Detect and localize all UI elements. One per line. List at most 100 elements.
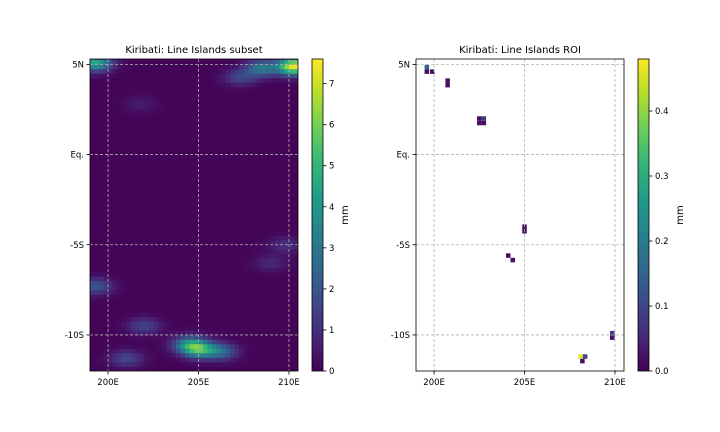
left-heatmap-cell [230,104,235,110]
left-heatmap-cell [166,127,172,133]
left-heatmap-cell [153,249,159,255]
left-heatmap-cell [257,312,263,318]
left-heatmap-cell [135,267,141,273]
left-heatmap-cell [166,316,172,322]
left-heatmap-cell [248,280,254,286]
left-heatmap-cell [252,352,258,358]
left-heatmap-cell [248,307,254,313]
left-heatmap-cell [221,114,226,119]
left-heatmap-cell [162,141,168,146]
left-heatmap-cell [288,190,294,196]
left-heatmap-cell [225,244,231,250]
left-heatmap-cell [153,104,159,110]
left-heatmap-cell [279,95,285,101]
left-heatmap-cell [126,159,131,164]
left-heatmap-cell [293,339,298,345]
left-heatmap-cell [284,334,290,340]
left-heatmap-cell [266,271,272,277]
left-heatmap-cell [230,118,235,124]
left-heatmap-cell [157,294,163,300]
left-heatmap-cell [162,262,168,268]
left-heatmap-cell [112,123,118,128]
left-heatmap-cell [139,159,145,164]
left-heatmap-cell [184,136,190,142]
left-heatmap-cell [121,59,127,65]
left-heatmap-cell [221,361,226,367]
left-heatmap-cell [135,217,141,223]
left-heatmap-cell [126,352,131,358]
left-heatmap-cell [162,68,168,74]
left-heatmap-cell [171,186,177,191]
left-heatmap-cell [207,195,213,200]
left-heatmap-cell [239,294,245,300]
left-heatmap-cell [99,217,104,223]
left-heatmap-cell [108,177,113,182]
left-heatmap-cell [239,59,245,65]
left-heatmap-cell [130,235,136,241]
left-heatmap-cell [212,352,217,358]
left-heatmap-cell [194,195,199,200]
left-heatmap-cell [230,132,235,137]
left-heatmap-cell [248,253,254,259]
left-heatmap-cell [194,267,199,273]
left-x-axis: 200E 205E 210E [97,371,300,388]
left-heatmap-cell [221,141,226,146]
left-heatmap-cell [180,86,186,92]
left-heatmap-cell [194,100,199,106]
left-heatmap-cell [284,141,290,146]
left-heatmap-cell [194,339,199,345]
left-heatmap-cell [225,172,231,178]
left-heatmap-cell [243,271,249,277]
left-heatmap-cell [180,64,186,70]
left-heatmap-cell [194,294,199,300]
left-heatmap-cell [198,240,204,246]
left-heatmap-cell [90,114,95,119]
left-heatmap-cell [194,253,199,259]
left-heatmap-cell [266,303,272,309]
left-heatmap-cell [270,127,276,133]
left-heatmap-cell [239,339,245,345]
left-heatmap-cell [112,150,118,155]
left-heatmap-cell [279,118,285,124]
left-heatmap-cell [135,136,141,142]
left-heatmap-cell [221,95,226,101]
left-heatmap-cell [248,231,254,237]
left-heatmap-cell [266,258,272,264]
left-heatmap-cell [252,204,258,209]
left-heatmap-cell [257,303,263,309]
left-heatmap-cell [212,303,217,309]
left-heatmap-cell [230,226,235,232]
left-heatmap-cell [288,163,294,169]
left-heatmap-cell [270,109,276,115]
left-heatmap-cell [144,127,150,133]
left-heatmap-cell [261,208,267,214]
left-heatmap-cell [153,208,159,214]
left-heatmap-cell [293,258,298,264]
left-heatmap-cell [261,190,267,196]
left-heatmap-cell [112,217,118,223]
left-heatmap-cell [198,294,204,300]
left-heatmap-cell [207,249,213,255]
left-heatmap-cell [261,244,267,250]
left-heatmap-cell [266,339,272,345]
left-heatmap-cell [194,226,199,232]
left-heatmap-cell [257,68,263,74]
left-heatmap-cell [212,181,217,187]
left-heatmap-cell [243,150,249,155]
left-heatmap-cell [139,136,145,142]
left-heatmap-cell [157,204,163,209]
left-heatmap-cell [216,285,222,291]
left-heatmap-cell [126,199,131,205]
left-heatmap-cell [239,244,245,250]
left-heatmap-cell [135,330,141,336]
left-heatmap-cell [126,298,131,304]
left-heatmap-cell [257,352,263,358]
left-heatmap-cell [153,330,159,336]
left-heatmap-cell [279,343,285,349]
left-heatmap-cell [139,249,145,255]
left-heatmap-cell [198,132,204,137]
left-heatmap-cell [90,86,95,92]
right-colorbar-gradient [637,58,650,372]
left-heatmap-cell [279,334,285,340]
left-heatmap-cell [212,159,217,164]
